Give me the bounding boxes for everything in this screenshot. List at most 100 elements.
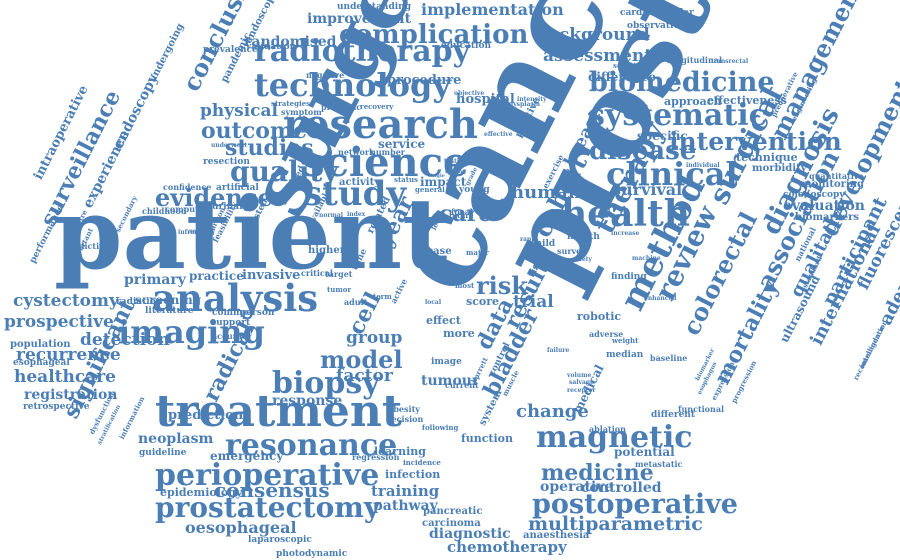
word-metastatic: metastatic — [635, 459, 683, 469]
word-population: population — [10, 339, 71, 350]
word-safety: safety — [572, 256, 592, 263]
word-activity: activity — [339, 177, 381, 188]
word-prospective: prospective — [4, 312, 114, 332]
word-impact: impact — [420, 175, 467, 189]
word-rate: rate — [445, 266, 468, 277]
word-childhood: childhood — [142, 206, 187, 216]
word-morbidity: morbidity — [752, 163, 807, 174]
word-improvement: improvement — [307, 11, 412, 27]
word-medicine: medicine — [541, 460, 654, 486]
word-survey: survey — [557, 246, 586, 256]
word-practice: practice — [189, 269, 244, 283]
word-guideline: guideline — [139, 448, 187, 458]
word-making: making — [445, 169, 467, 175]
word-procedure: procedure — [387, 73, 462, 88]
word-patient: patient — [54, 177, 448, 292]
word-potential: potential — [614, 445, 675, 459]
word-oesophageal: oesophageal — [185, 518, 297, 537]
word-receptor: receptor — [567, 387, 596, 394]
word-critical: critical — [301, 268, 333, 278]
word-diagnostic: diagnostic — [429, 526, 511, 542]
word-common: common — [212, 308, 256, 318]
word-urinary: urinary — [212, 202, 250, 212]
word-research: research — [283, 101, 478, 148]
word-prediction: prediction — [168, 408, 244, 423]
word-study: study — [303, 174, 407, 214]
word-child: child — [530, 239, 556, 249]
word-model: model — [320, 345, 403, 374]
word-weight: weight — [612, 336, 639, 345]
word-emergency: emergency — [210, 449, 284, 463]
word-sensitivity: sensitivity — [613, 61, 654, 70]
word-regression: regression — [352, 452, 400, 462]
word-effectiveness: effectiveness — [707, 94, 787, 107]
word-screening: screening — [135, 293, 202, 307]
word-randomised: randomised — [244, 34, 337, 50]
word-imaging: imaging — [118, 313, 265, 351]
word-observational: observational — [627, 21, 696, 31]
word-enhanced: enhanced — [644, 295, 677, 302]
word-objective: objective — [454, 90, 485, 97]
word-computer: computer — [165, 204, 209, 214]
word-magnetic: magnetic — [536, 420, 693, 455]
word-radiotherapy: radiotherapy — [254, 34, 471, 69]
word-adverse: adverse — [589, 329, 624, 339]
word-function: function — [461, 432, 514, 445]
word-predictive: predictive — [64, 241, 109, 251]
word-resection: resection — [203, 157, 250, 167]
word-robotic: robotic — [577, 310, 622, 323]
word-carcinoma: carcinoma — [422, 518, 481, 529]
word-laparoscopic: laparoscopic — [248, 535, 312, 545]
word-approach: approach — [664, 95, 722, 108]
word-difference: difference — [588, 70, 657, 84]
word-perioperative: perioperative — [155, 458, 380, 493]
word-volume: volume — [567, 372, 592, 379]
word-specific: specific — [637, 129, 688, 143]
word-functional: functional — [678, 404, 725, 414]
word-dysplasia: dysplasia — [509, 101, 540, 108]
word-consensus: consensus — [214, 478, 330, 502]
word-anaesthesia: anaesthesia — [523, 530, 590, 541]
word-status: status — [394, 175, 418, 184]
word-rapid: rapid — [520, 236, 538, 243]
word-local: local — [425, 299, 442, 306]
word-complication: complication — [339, 20, 529, 50]
word-photodynamic: photodynamic — [276, 549, 348, 559]
word-young: young — [459, 185, 490, 195]
word-prostatic: prostatic — [321, 102, 362, 112]
word-systematic: systematic — [588, 98, 767, 133]
word-clinical: clinical — [606, 155, 738, 193]
word-index: index — [347, 211, 366, 218]
word-treatment: treatment — [155, 386, 403, 437]
word-effective: effective — [484, 131, 513, 138]
word-multiparametric: multiparametric — [528, 513, 703, 535]
word-health: health — [561, 193, 690, 235]
word-single: single — [428, 173, 445, 179]
word-risk: risk — [476, 271, 528, 300]
word-implementation: implementation — [421, 0, 564, 19]
word-trial: trial — [513, 292, 554, 312]
word-survival: survival — [612, 180, 683, 199]
word-monitoring: monitoring — [801, 179, 864, 190]
word-evaluation: evaluation — [783, 198, 865, 214]
word-major: major — [466, 248, 489, 257]
word-invasive: invasive — [242, 268, 301, 283]
word-recommendation: recommendation — [851, 318, 890, 382]
word-literature: literature — [145, 306, 194, 316]
word-operative: operative — [540, 479, 614, 495]
word-human: human — [511, 182, 581, 203]
word-system: system — [477, 388, 505, 428]
word-effect: effect — [426, 314, 461, 327]
word-different: different — [651, 410, 695, 420]
word-quantitative: quantitative — [809, 171, 864, 181]
word-quality: quality — [230, 155, 339, 188]
word-normal: normal — [319, 212, 344, 219]
word-pathway: pathway — [373, 498, 438, 514]
word-testing: testing — [444, 158, 468, 165]
word-severity: severity — [189, 228, 216, 235]
word-retrospective: retrospective — [23, 402, 90, 412]
word-learning: learning — [374, 445, 426, 458]
word-general: general — [415, 185, 445, 194]
word-obesity: obesity — [388, 404, 420, 414]
word-resonance: resonance — [225, 428, 398, 463]
